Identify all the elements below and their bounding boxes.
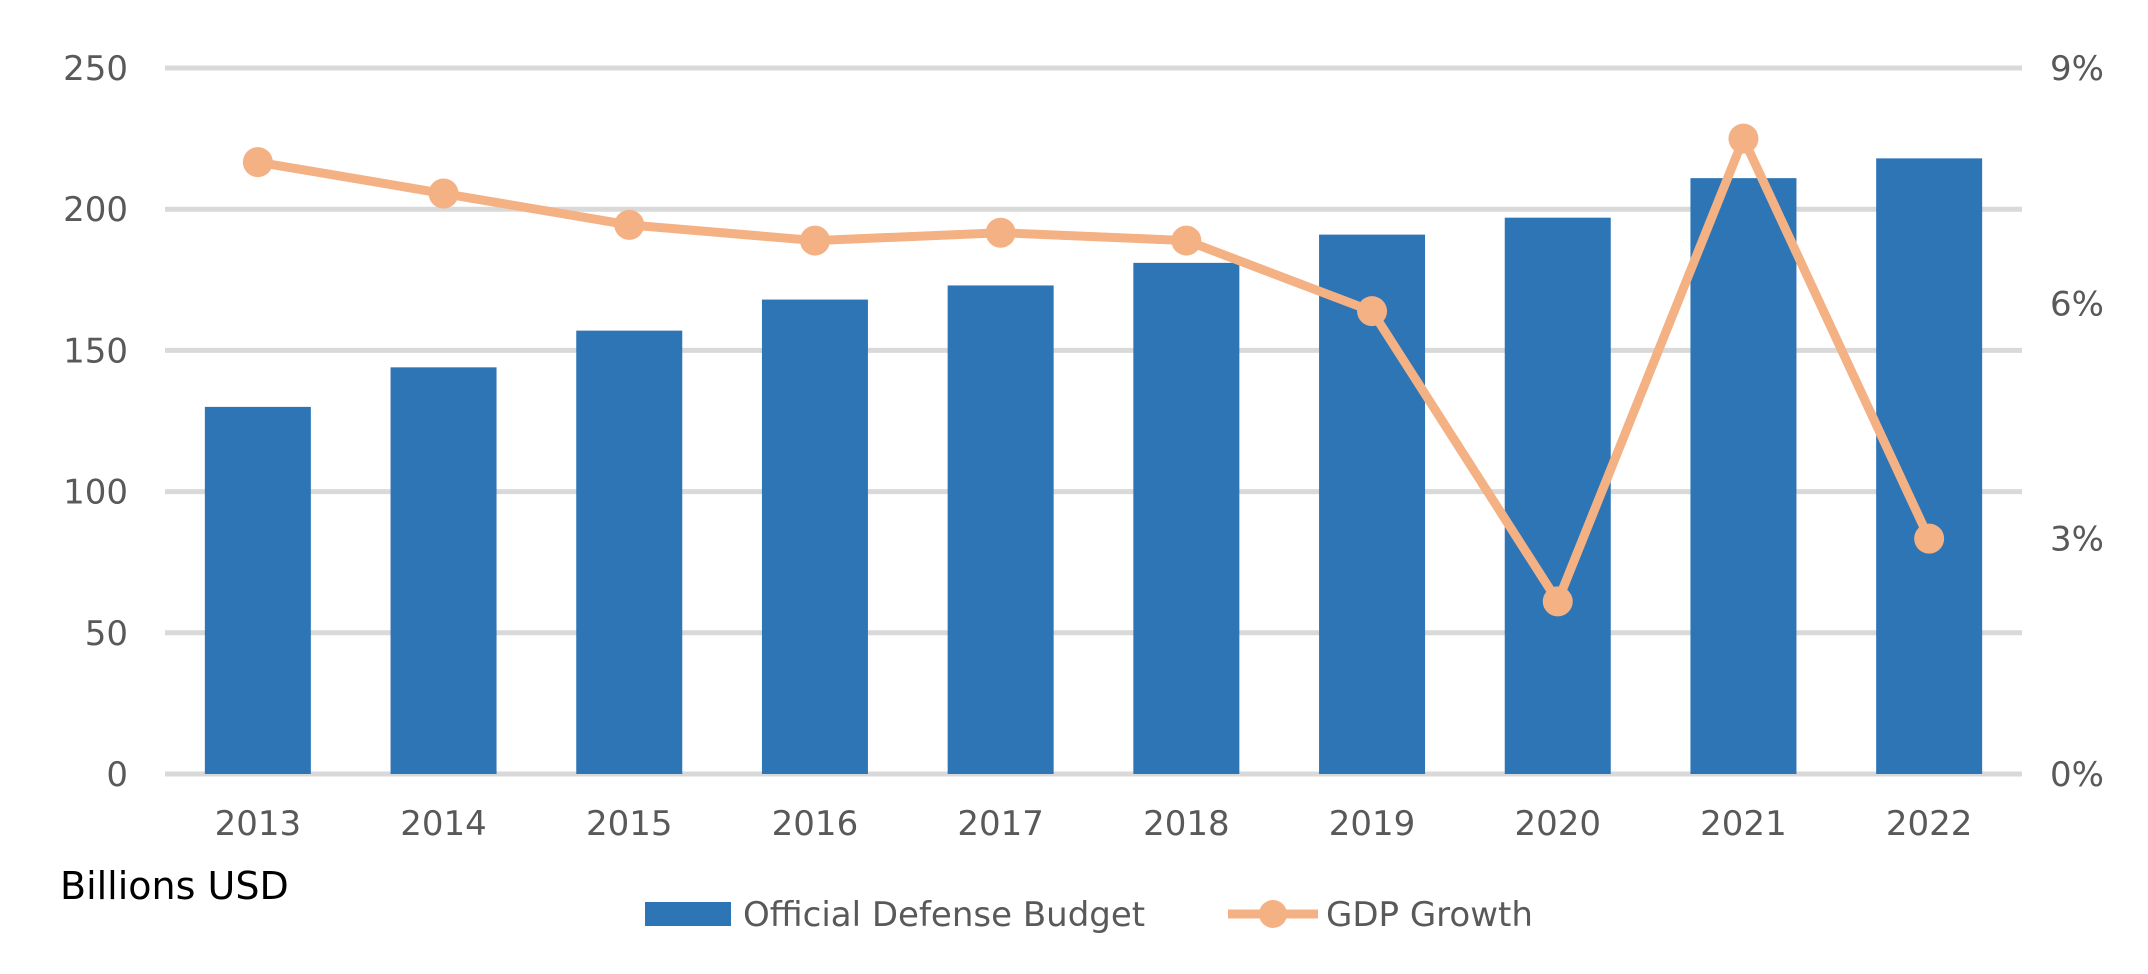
- line-point: [242, 147, 273, 178]
- bar: [576, 330, 683, 774]
- bar: [1690, 178, 1797, 775]
- line-point: [1542, 586, 1573, 617]
- line-point: [985, 217, 1016, 248]
- legend: Official Defense Budget GDP Growth: [645, 895, 1533, 935]
- right-axis-ticks: 0% 3% 6% 9%: [2050, 49, 2104, 795]
- legend-swatch-official-defense-budget: [645, 902, 731, 926]
- left-axis-unit-label: Billions USD: [60, 864, 289, 908]
- bar: [761, 299, 868, 774]
- bar: [1504, 217, 1611, 774]
- left-axis-tick-label: 150: [63, 331, 128, 371]
- bar: [390, 367, 497, 774]
- x-axis-tick-label: 2017: [957, 804, 1044, 844]
- gdp-growth-line: [253, 134, 1934, 606]
- legend-label-official-defense-budget: Official Defense Budget: [743, 895, 1145, 935]
- x-axis-tick-label: 2021: [1700, 804, 1787, 844]
- bar: [947, 285, 1054, 774]
- left-axis-tick-label: 0: [106, 755, 128, 795]
- line-point: [1171, 225, 1202, 256]
- x-axis-tick-label: 2020: [1514, 804, 1601, 844]
- legend-marker-gdp-growth: [1259, 900, 1287, 928]
- line-point: [614, 209, 645, 240]
- x-axis-tick-label: 2015: [586, 804, 673, 844]
- legend-label-gdp-growth: GDP Growth: [1326, 895, 1533, 935]
- right-axis-tick-label: 6%: [2050, 284, 2104, 324]
- bar: [204, 406, 311, 774]
- line-series-gdp-growth: [242, 123, 1945, 617]
- left-axis-tick-label: 200: [63, 190, 128, 230]
- left-axis-tick-label: 100: [63, 473, 128, 513]
- line-point: [1357, 296, 1388, 327]
- right-axis-tick-label: 3%: [2050, 520, 2104, 560]
- line-point: [799, 225, 830, 256]
- x-axis-tick-label: 2016: [772, 804, 859, 844]
- left-axis-ticks: 0 50 100 150 200 250: [63, 49, 128, 795]
- bar-series-official-defense-budget: [204, 158, 1983, 775]
- x-axis-ticks: 2013 2014 2015 2016 2017 2018 2019 2020 2021 2022: [215, 804, 1973, 844]
- x-axis-tick-label: 2022: [1886, 804, 1973, 844]
- left-axis-tick-label: 50: [85, 614, 128, 654]
- line-point: [428, 178, 459, 209]
- x-axis-tick-label: 2019: [1329, 804, 1416, 844]
- right-axis-tick-label: 9%: [2050, 49, 2104, 89]
- x-axis-tick-label: 2013: [215, 804, 302, 844]
- x-axis-tick-label: 2014: [400, 804, 487, 844]
- line-point: [1914, 523, 1945, 554]
- line-point: [1728, 123, 1759, 154]
- right-axis-tick-label: 0%: [2050, 755, 2104, 795]
- bar: [1133, 262, 1240, 774]
- left-axis-tick-label: 250: [63, 49, 128, 89]
- x-axis-tick-label: 2018: [1143, 804, 1230, 844]
